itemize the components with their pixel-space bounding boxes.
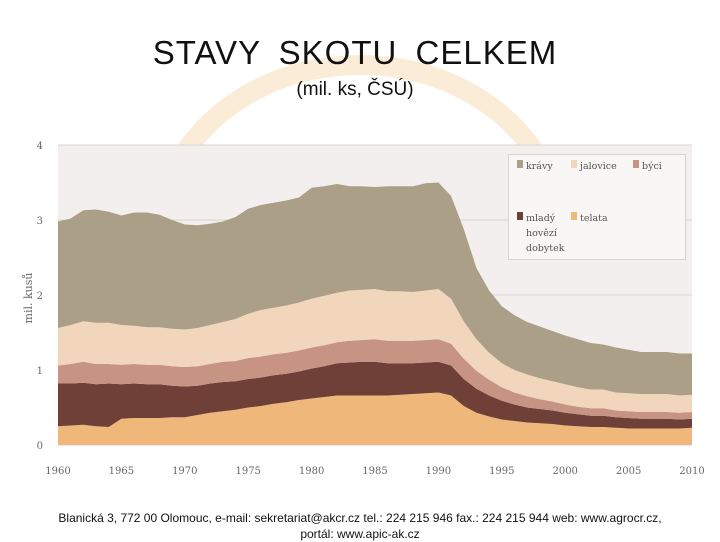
page-subtitle: (mil. ks, ČSÚ) [296,79,414,100]
legend-label-byci: býci [642,161,662,172]
x-tick-label: 1975 [235,466,260,477]
legend-item-kravy: krávy [517,159,553,174]
legend-item-mlady-hovezi-dobytek: mladý hovězí dobytek [517,211,568,256]
contact-footer: Blanická 3, 772 00 Olomouc, e-mail: sekr… [0,510,720,542]
legend-swatch-mlady-hovezi-dobytek [517,212,523,220]
x-tick-label: 1960 [45,466,70,477]
y-axis-ticks: 0 1 2 3 4 [37,141,43,452]
y-tick-label: 1 [37,366,43,377]
legend-label-kravy: krávy [526,161,553,172]
legend-swatch-jalovice [571,160,577,168]
legend-label-mlady-hovezi-dobytek: mladý hovězí dobytek [526,213,565,254]
footer-contact-line: Blanická 3, 772 00 Olomouc, e-mail: sekr… [58,511,662,525]
x-tick-label: 1970 [172,466,197,477]
legend-swatch-kravy [517,160,523,168]
area-series-mlady-hovezi-dobytek [58,361,692,429]
area-series-telata [58,392,692,445]
y-tick-label: 2 [37,291,43,302]
y-tick-label: 0 [37,441,43,452]
x-tick-label: 2000 [552,466,577,477]
area-series-group [58,182,692,445]
x-tick-label: 1995 [489,466,514,477]
area-series-kravy [58,182,692,396]
legend-label-jalovice: jalovice [580,161,617,172]
chart-legend: krávy jalovice býci mladý hovězí dobytek… [508,154,686,260]
x-tick-label: 1990 [426,466,451,477]
x-tick-label: 2005 [616,466,641,477]
x-tick-label: 1980 [299,466,324,477]
y-axis-label: mil. kusů [22,273,35,324]
legend-item-byci: býci [633,159,662,174]
x-tick-label: 1965 [109,466,134,477]
page-title: STAVY SKOTU CELKEM [152,34,558,71]
legend-item-jalovice: jalovice [571,159,617,174]
y-tick-label: 3 [37,216,43,227]
legend-swatch-telata [571,212,577,220]
legend-label-telata: telata [580,213,608,224]
footer-portal-line: portál: www.apic-ak.cz [300,527,420,541]
y-tick-label: 4 [37,141,43,152]
area-series-jalovice [58,289,692,413]
area-series-byci [58,339,692,420]
x-tick-label: 1985 [362,466,387,477]
x-tick-label: 2010 [679,466,704,477]
legend-item-telata: telata [571,211,608,226]
legend-swatch-byci [633,160,639,168]
x-axis-ticks: 1960 1965 1970 1975 1980 1985 1990 1995 2000 2005… [45,466,704,477]
